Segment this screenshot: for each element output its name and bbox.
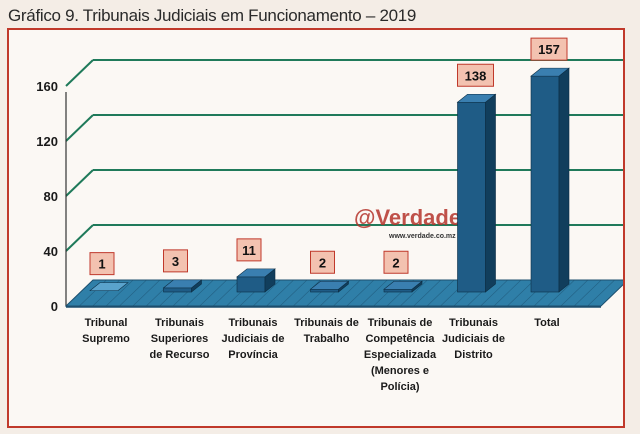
data-label: 11 [242,243,256,258]
bar-front [457,101,486,293]
data-label: 2 [319,255,326,270]
watermark-logo: @Verdade [354,205,461,230]
watermark-url: www.verdade.co.mz [388,233,456,240]
y-tick-label: 40 [44,244,58,259]
floor-hatch [493,279,522,307]
floor-hatch [186,279,214,307]
data-label: 2 [392,255,399,270]
floor-hatch [480,279,508,307]
data-label: 3 [172,254,179,269]
x-tick-label: Tribunal Supremo [82,317,130,345]
data-label-box [383,250,409,274]
floor-hatch [293,279,321,307]
bar-side [485,93,496,293]
floor-hatch [413,279,441,307]
bar-top [456,93,497,103]
data-label-box [163,249,188,273]
floor-hatch [132,279,161,307]
grid-diag-40 [65,224,94,252]
y-tick-label: 120 [36,134,58,149]
chart-title: Gráfico 9. Tribunais Judiciais em Funcio… [8,6,417,25]
data-label: 1 [98,257,105,272]
data-label-box [310,250,335,274]
grid-diag-80 [65,169,94,197]
y-tick-label: 160 [36,79,58,94]
bar-chart: 0 40 80 120 160 @Verdade www.verdade.co.mz 1 Tri… [36,37,623,393]
bar-top [309,280,350,290]
bar-top [162,279,203,289]
data-label-box [89,252,115,276]
floor-hatch [212,279,241,307]
data-label: 138 [465,68,487,83]
bar-front [236,276,266,293]
chart-frame: 0 40 80 120 160 @Verdade www.verdade.co.mz 1 Tri… [7,28,625,428]
y-tick-label: 80 [44,189,58,204]
floor-hatch [507,279,535,307]
floor-hatch [360,279,388,307]
bar-front [163,287,192,293]
floor-hatch [333,279,361,307]
x-tick-label: Total [534,317,559,329]
floor-hatch [199,279,227,307]
x-tick-label: Tribunais Judiciais de Província [222,317,285,361]
y-tick-label: 0 [51,299,58,314]
data-label-box [530,37,568,61]
bar-side [558,67,570,293]
floor-hatch [400,279,428,307]
data-label: 157 [538,42,560,57]
floor-hatch [253,279,281,307]
x-tick-label: Tribunais Judiciais de Distrito [442,317,505,361]
bar-top [89,282,129,291]
floor-hatch [105,279,134,307]
floor-hatch [587,279,615,307]
bar-front [530,75,560,293]
floor-hatch [119,279,147,307]
floor-hatch [560,279,589,307]
floor-hatch [574,279,602,307]
x-tick-label: Tribunais de Trabalho [294,317,359,345]
x-tick-label: Tribunais de Competência Especializada (Men… [364,317,437,393]
bar-front [310,288,339,293]
bar-top [236,268,276,278]
bar-top [383,280,423,290]
floor-hatch [266,279,294,307]
floor-hatch [346,279,375,307]
x-tick-label: Tribunais Superiores de Recurso [150,317,210,361]
data-label-box [236,238,262,262]
floor-hatch [279,279,308,307]
grid-diag-120 [65,114,94,142]
grid-diag-160 [65,59,94,87]
floor-hatch [547,279,575,307]
floor-hatch [426,279,455,307]
bar-top [530,67,570,77]
bar-front [383,288,413,293]
data-label-box [457,63,494,87]
